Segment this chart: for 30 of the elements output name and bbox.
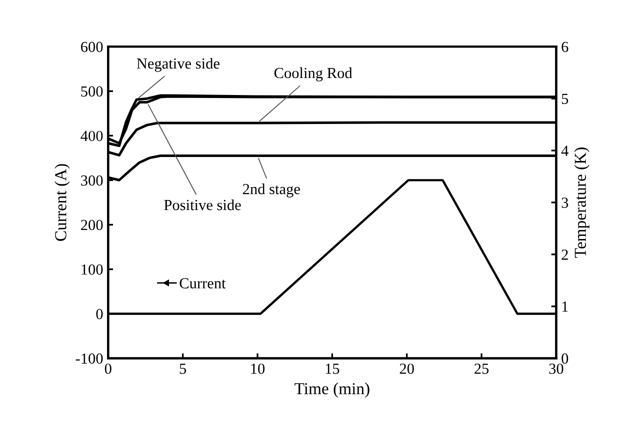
y2-tick-label: 1 xyxy=(562,302,568,312)
y2-tick-label: 3 xyxy=(562,198,568,208)
x-tick-label: 20 xyxy=(400,364,414,374)
y2-axis-title: Temperature (K) xyxy=(574,148,590,258)
y-tick-label: 500 xyxy=(81,86,103,97)
series-label: 2nd stage xyxy=(242,183,300,198)
series-label: Negative side xyxy=(136,58,220,72)
y-tick-label: 600 xyxy=(81,42,103,52)
y-tick-label: 100 xyxy=(82,264,103,275)
x-tick-label: 30 xyxy=(549,364,564,374)
y2-tick-label: 6 xyxy=(562,42,568,52)
x-tick-label: 25 xyxy=(474,364,489,374)
y2-tick-label: 0 xyxy=(562,353,568,364)
y-tick-label: -100 xyxy=(76,353,103,364)
x-tick-label: 15 xyxy=(326,364,340,374)
y-tick-label: 200 xyxy=(81,220,103,230)
x-axis-title: Time (min) xyxy=(294,382,370,398)
x-tick-label: 10 xyxy=(251,364,265,374)
legend-label: Current xyxy=(180,278,226,288)
text: Positive side xyxy=(164,199,241,210)
x-tick-label: 5 xyxy=(180,364,186,374)
x-tick-label: 0 xyxy=(104,364,112,374)
y2-tick-label: 2 xyxy=(562,250,568,260)
text: Cooling Rod xyxy=(274,67,352,82)
y-axis-title: Current (A) xyxy=(54,164,70,241)
y-tick-label: 300 xyxy=(81,175,103,186)
y-tick-label: 400 xyxy=(80,130,103,142)
y-tick-label: 0 xyxy=(96,308,103,320)
y2-tick-label: 4 xyxy=(561,146,568,156)
y2-tick-label: 5 xyxy=(562,94,568,104)
